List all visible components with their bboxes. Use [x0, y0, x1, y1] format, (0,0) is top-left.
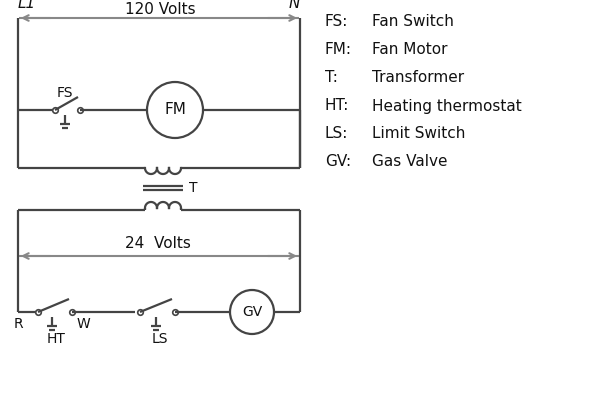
Text: 24  Volts: 24 Volts [125, 236, 191, 252]
Text: GV: GV [242, 305, 262, 319]
Text: Fan Motor: Fan Motor [372, 42, 447, 58]
Text: Gas Valve: Gas Valve [372, 154, 447, 170]
Text: FM: FM [164, 102, 186, 118]
Text: Limit Switch: Limit Switch [372, 126, 466, 142]
Text: GV:: GV: [325, 154, 351, 170]
Text: R: R [13, 317, 23, 331]
Text: Fan Switch: Fan Switch [372, 14, 454, 30]
Text: 120 Volts: 120 Volts [124, 2, 195, 16]
Text: Heating thermostat: Heating thermostat [372, 98, 522, 114]
Text: FM:: FM: [325, 42, 352, 58]
Text: HT:: HT: [325, 98, 349, 114]
Text: N: N [289, 0, 300, 12]
Text: FS: FS [57, 86, 73, 100]
Text: T:: T: [325, 70, 338, 86]
Text: T: T [189, 181, 198, 195]
Text: LS: LS [152, 332, 168, 346]
Text: L1: L1 [18, 0, 36, 12]
Text: Transformer: Transformer [372, 70, 464, 86]
Text: W: W [77, 317, 91, 331]
Text: LS:: LS: [325, 126, 348, 142]
Text: FS:: FS: [325, 14, 348, 30]
Text: HT: HT [47, 332, 65, 346]
